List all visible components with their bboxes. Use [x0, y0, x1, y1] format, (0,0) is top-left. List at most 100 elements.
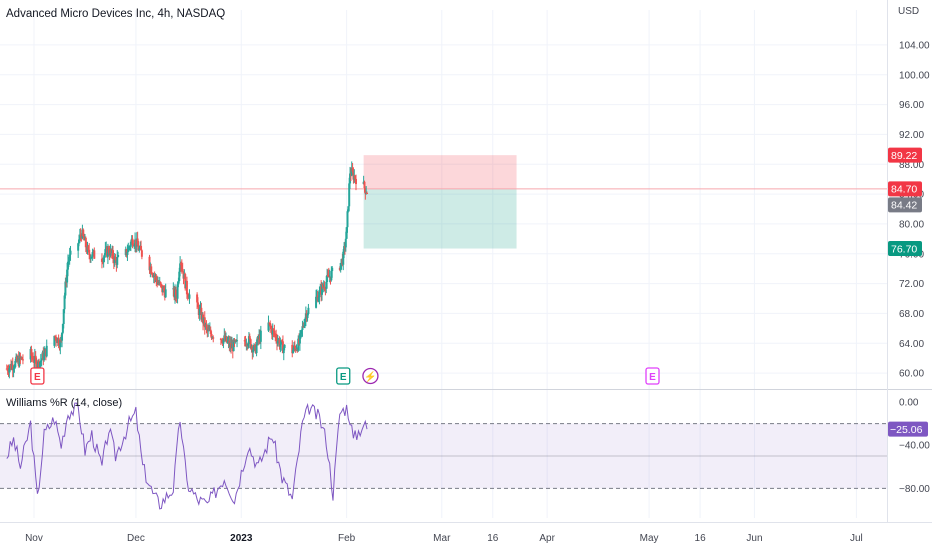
candle-body	[303, 325, 306, 327]
price-tick-label: 72.00	[899, 279, 924, 290]
price-tick-label: 96.00	[899, 100, 924, 111]
candle-body	[236, 340, 239, 342]
stop-loss-zone[interactable]	[363, 155, 517, 189]
candle-body	[137, 245, 140, 251]
candle-body	[148, 256, 151, 271]
candle-body	[253, 344, 256, 350]
candle-body	[102, 257, 105, 263]
chart-title: Advanced Micro Devices Inc, 4h, NASDAQ	[6, 8, 226, 20]
earnings-event-icon[interactable]	[30, 367, 45, 385]
candle-body	[352, 171, 355, 180]
candle-body	[55, 336, 58, 341]
time-tick-label: 16	[487, 533, 499, 544]
candle-body	[327, 275, 330, 278]
wr-tick-label: 0.00	[899, 398, 919, 409]
candle-body	[323, 286, 326, 289]
candle-body	[133, 245, 136, 247]
indicator-title[interactable]: Williams %R (14, close)	[6, 397, 123, 409]
candle-body	[306, 313, 309, 319]
candle-body	[200, 307, 203, 320]
candle-body	[281, 340, 284, 342]
candle-body	[174, 289, 177, 296]
price-tick-label: 64.00	[899, 339, 924, 350]
time-tick-label: Jun	[746, 533, 762, 544]
event-letter: ⚡	[364, 370, 376, 383]
candle-body	[292, 345, 295, 350]
candle-body	[30, 349, 33, 356]
candle-body	[209, 329, 212, 334]
candle-body	[271, 329, 274, 335]
candle-body	[77, 243, 80, 251]
profit-target-zone[interactable]	[363, 188, 517, 249]
wr-tick-label: −80.00	[899, 484, 930, 495]
candle-body	[151, 273, 154, 275]
candle-body	[304, 318, 307, 326]
candle-body	[196, 294, 199, 303]
candle-body	[162, 288, 165, 292]
candle-body	[307, 307, 310, 314]
candle-body	[315, 296, 318, 308]
candle-body	[107, 248, 110, 253]
candle-body	[248, 336, 251, 340]
candle-body	[324, 288, 327, 290]
candle-body	[179, 263, 182, 265]
candle-body	[206, 327, 209, 332]
candle-body	[132, 244, 135, 246]
candle-body	[164, 289, 167, 298]
candle-body	[103, 254, 106, 258]
candle-body	[247, 344, 250, 346]
candle-body	[91, 252, 94, 257]
currency-label: USD	[898, 6, 920, 17]
price-tick-label: 88.00	[899, 160, 924, 171]
candle-body	[82, 229, 85, 236]
candle-body	[61, 323, 64, 333]
candle-body	[180, 264, 183, 269]
candle-body	[301, 326, 304, 330]
candle-body	[14, 360, 17, 368]
earnings-event-icon[interactable]	[645, 367, 660, 385]
candle-body	[317, 297, 320, 302]
candle-body	[18, 355, 21, 366]
candle-body	[278, 339, 281, 347]
candle-body	[62, 309, 65, 324]
candle-body	[198, 308, 201, 316]
candle-body	[127, 246, 130, 252]
candle-body	[255, 344, 258, 354]
candle-body	[53, 335, 56, 346]
candle-body	[19, 355, 22, 359]
candle-body	[43, 352, 46, 360]
target-price-badge	[888, 241, 922, 257]
candle-body	[45, 345, 48, 357]
candle-body	[267, 322, 270, 331]
candle-body	[138, 248, 141, 251]
candle-body	[205, 324, 208, 328]
candle-body	[78, 239, 81, 244]
candle-body	[293, 345, 296, 348]
wr-value-label: −25.06	[890, 424, 923, 436]
candle-body	[269, 322, 272, 327]
candle-body	[203, 317, 206, 328]
candle-body	[276, 341, 279, 344]
candle-body	[114, 256, 117, 260]
candle-body	[345, 227, 348, 239]
candle-body	[12, 368, 15, 371]
time-tick-label: 2023	[230, 533, 253, 544]
candle-body	[273, 330, 276, 335]
candle-body	[342, 251, 345, 265]
price-tick-label: 92.00	[899, 130, 924, 141]
candle-body	[348, 183, 351, 207]
candle-body	[68, 254, 71, 261]
entry-price-label: 84.70	[891, 184, 917, 196]
earnings-event-icon[interactable]	[336, 367, 351, 385]
candle-body	[299, 330, 302, 334]
candle-body	[297, 338, 300, 351]
dividend-event-icon[interactable]	[362, 367, 379, 385]
candle-body	[220, 339, 223, 343]
candle-body	[6, 368, 9, 372]
candle-body	[117, 255, 120, 257]
time-tick-label: May	[640, 533, 659, 544]
candle-body	[93, 250, 96, 259]
candle-body	[39, 360, 42, 363]
candle-body	[210, 333, 213, 339]
